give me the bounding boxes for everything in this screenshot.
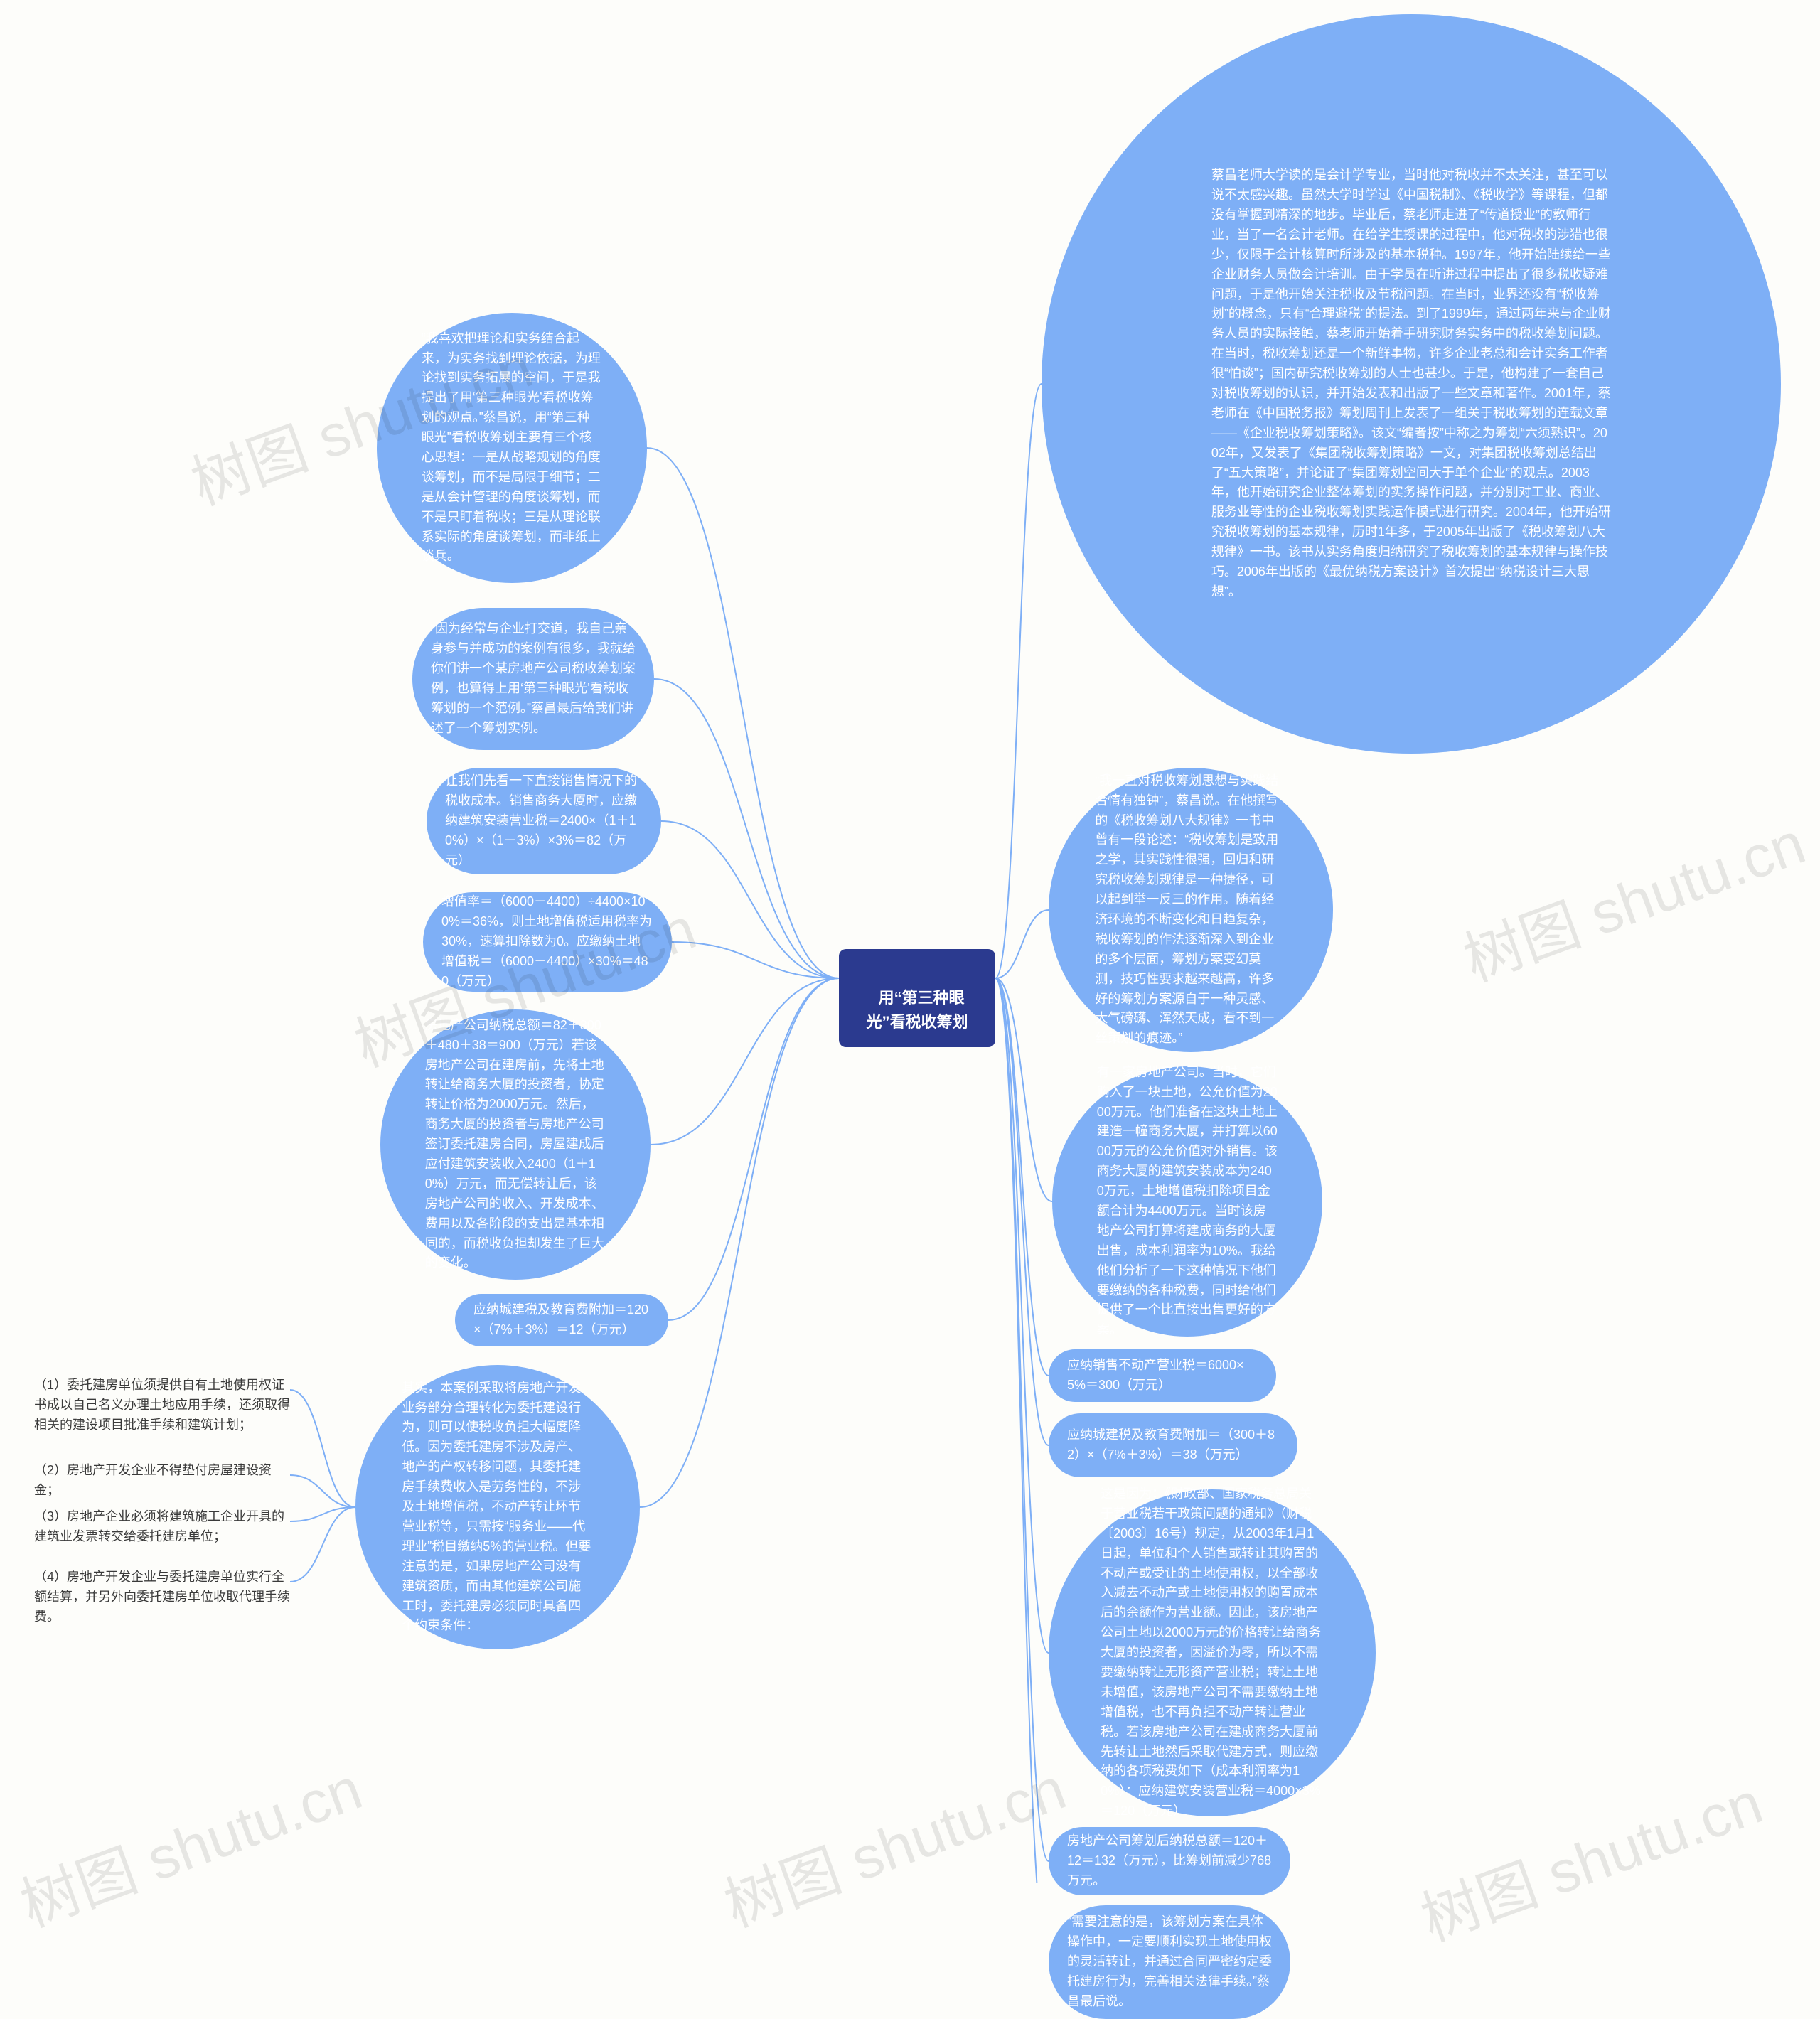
center-node: 用“第三种眼光”看税收筹划 [839, 949, 995, 1047]
watermark: 树图 shutu.cn [711, 1740, 1076, 1943]
node-R7: 房地产公司筹划后纳税总额＝120＋12＝132（万元），比筹划前减少768万元。 [1049, 1827, 1290, 1895]
edge [661, 821, 839, 978]
node-L2: “因为经常与企业打交道，我自己亲身参与并成功的案例有很多，我就给你们讲一个某房地… [412, 608, 654, 750]
node-L4: 增值率＝（6000－4400）÷4400×100%＝36%，则土地增值税适用税率… [423, 892, 672, 992]
watermark: 树图 shutu.cn [1450, 795, 1815, 997]
edge [654, 679, 839, 978]
node-R5: 应纳城建税及教育费附加＝（300＋82）×（7%＋3%）＝38（万元） [1049, 1413, 1297, 1477]
node-L1: “我喜欢把理论和实务结合起来，为实务找到理论依据，为理论找到实务拓展的空间，于是… [377, 313, 647, 583]
node-R2: “我一直对税收筹划思想与实践结合情有独钟”，蔡昌说。在他撰写的《税收筹划八大规律… [1049, 768, 1333, 1052]
edge [995, 978, 1049, 1883]
edge [995, 978, 1052, 1201]
node-L5-text: 房地产公司纳税总额＝82＋300＋480＋38＝900（万元）若该房地产公司在建… [425, 1016, 606, 1274]
edge [290, 1507, 355, 1521]
edge [995, 910, 1049, 978]
edge [647, 448, 839, 978]
node-L3: 让我们先看一下直接销售情况下的税收成本。销售商务大厦时，应缴纳建筑安装营业税＝2… [427, 768, 661, 874]
edge [668, 978, 839, 1320]
watermark: 树图 shutu.cn [7, 1740, 372, 1943]
edge [672, 942, 839, 978]
watermark: 树图 shutu.cn [1408, 1755, 1772, 1957]
node-R3-text: 有一家房地产公司。当时，它们购入了一块土地，公允价值为2000万元。他们准备在这… [1097, 1063, 1278, 1340]
edge [995, 978, 1049, 1376]
sublabel-S1: （1）委托建房单位须提供自有土地使用权证书成以自己名义办理土地应用手续，还须取得… [34, 1376, 290, 1435]
node-R6-text: 这是因为：《财政部、国家税务总局关于营业税若干政策问题的通知》（财税〔2003〕… [1101, 1484, 1324, 1821]
node-R2-text: “我一直对税收筹划思想与实践结合情有独钟”，蔡昌说。在他撰写的《税收筹划八大规律… [1095, 771, 1286, 1049]
node-L6: 应纳城建税及教育费附加＝120×（7%＋3%）＝12（万元） [455, 1294, 668, 1346]
node-R8: “需要注意的是，该筹划方案在具体操作中，一定要顺利实现土地使用权的灵活转让，并通… [1049, 1905, 1290, 2019]
node-L5: 房地产公司纳税总额＝82＋300＋480＋38＝900（万元）若该房地产公司在建… [380, 1010, 651, 1280]
node-R4: 应纳销售不动产营业税＝6000×5%＝300（万元） [1049, 1349, 1276, 1402]
edge [995, 384, 1042, 978]
sublabel-S3: （3）房地产企业必须将建筑施工企业开具的建筑业发票转交给委托建房单位； [34, 1507, 290, 1547]
edge [640, 978, 839, 1507]
node-L7-text: 其实，本案例采取将房地产开发业务部分合理转化为委托建设行为，则可以使税收负担大幅… [402, 1378, 593, 1637]
edge [651, 978, 839, 1145]
edge [290, 1475, 355, 1507]
sublabel-S4: （4）房地产开发企业与委托建房单位实行全额结算，并另外向委托建房单位收取代理手续… [34, 1568, 290, 1627]
edge [995, 978, 1049, 1861]
center-label: 用“第三种眼光”看税收筹划 [866, 989, 968, 1031]
node-R6: 这是因为：《财政部、国家税务总局关于营业税若干政策问题的通知》（财税〔2003〕… [1049, 1489, 1376, 1816]
node-R1-text: 蔡昌老师大学读的是会计学专业，当时他对税收并不太关注，甚至可以说不太感兴趣。虽然… [1211, 166, 1611, 602]
edge [995, 978, 1049, 1653]
edge [995, 978, 1049, 1445]
node-L7: 其实，本案例采取将房地产开发业务部分合理转化为委托建设行为，则可以使税收负担大幅… [355, 1365, 640, 1649]
edge [290, 1507, 355, 1582]
node-R1: 蔡昌老师大学读的是会计学专业，当时他对税收并不太关注，甚至可以说不太感兴趣。虽然… [1042, 14, 1781, 754]
sublabel-S2: （2）房地产开发企业不得垫付房屋建设资金； [34, 1461, 290, 1501]
node-R3: 有一家房地产公司。当时，它们购入了一块土地，公允价值为2000万元。他们准备在这… [1052, 1066, 1322, 1337]
edge [290, 1390, 355, 1507]
node-L1-text: “我喜欢把理论和实务结合起来，为实务找到理论依据，为理论找到实务拓展的空间，于是… [422, 329, 603, 567]
